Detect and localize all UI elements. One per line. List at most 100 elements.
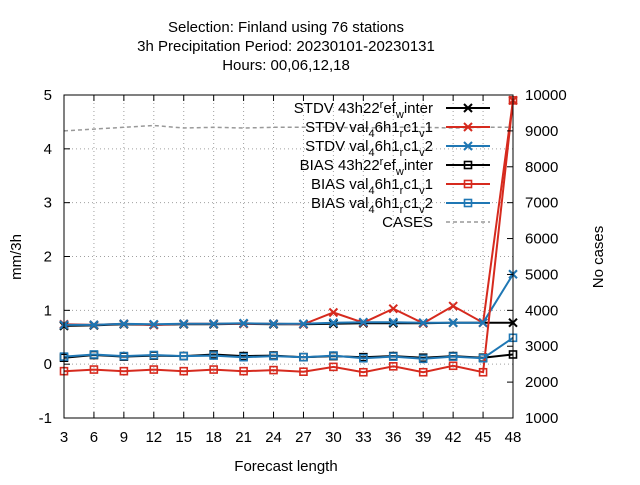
grid bbox=[64, 95, 513, 418]
y-tick-label: 3 bbox=[44, 195, 52, 212]
data-point bbox=[478, 318, 488, 328]
data-point bbox=[269, 351, 278, 361]
data-point bbox=[329, 351, 338, 360]
data-point bbox=[119, 366, 129, 376]
marker-stroke bbox=[463, 122, 473, 132]
data-point bbox=[359, 353, 368, 363]
data-point bbox=[149, 350, 159, 360]
data-point bbox=[329, 362, 338, 372]
data-point bbox=[89, 365, 99, 374]
legend-sample-marker bbox=[463, 179, 473, 189]
y2-tick-label: 7000 bbox=[525, 195, 558, 212]
data-point bbox=[239, 352, 248, 362]
series-line bbox=[64, 273, 514, 326]
data-point bbox=[478, 353, 488, 363]
x-tick-label: 36 bbox=[385, 429, 402, 446]
marker-stroke bbox=[328, 318, 339, 328]
legend-label: BIAS val46h1rc1v1 bbox=[311, 176, 433, 197]
data-point bbox=[209, 351, 218, 360]
legend-label: STDV val46h1rc1v2 bbox=[305, 138, 433, 159]
data-point bbox=[388, 362, 398, 371]
legend-item-4: BIAS 43h22refwinter bbox=[300, 156, 490, 178]
title-line-3: Hours: 00,06,12,18 bbox=[222, 57, 350, 74]
data-point bbox=[418, 354, 428, 364]
data-point bbox=[358, 317, 369, 327]
y2-tick-label: 3000 bbox=[525, 338, 558, 355]
legend-item-5: BIAS val46h1rc1v1 bbox=[311, 176, 490, 197]
series-line bbox=[63, 100, 514, 374]
legend-label: BIAS 43h22refwinter bbox=[300, 156, 433, 178]
data-point bbox=[388, 317, 398, 327]
y-tick-label: -1 bbox=[39, 410, 52, 427]
y-tick-label: 1 bbox=[44, 302, 52, 319]
y2-axis-label: No cases bbox=[590, 226, 607, 289]
series-6 bbox=[59, 333, 518, 364]
data-point bbox=[299, 352, 308, 362]
y2-tick-label: 10000 bbox=[525, 87, 567, 104]
x-axis-label: Forecast length bbox=[234, 458, 337, 475]
data-point bbox=[418, 367, 428, 377]
legend-sample-marker bbox=[463, 103, 473, 113]
x-tick-label: 27 bbox=[295, 429, 312, 446]
y2-tick-label: 9000 bbox=[525, 123, 558, 140]
y-tick-label: 0 bbox=[44, 356, 52, 373]
y2-tick-label: 8000 bbox=[525, 159, 558, 176]
legend-label: BIAS val46h1rc1v2 bbox=[311, 195, 433, 216]
legend-sample-marker bbox=[463, 160, 473, 170]
title-line-2: 3h Precipitation Period: 20230101-202301… bbox=[137, 38, 435, 55]
legend-item-2: STDV val46h1rc1v1 bbox=[305, 119, 490, 140]
data-point bbox=[149, 365, 159, 374]
marker-stroke bbox=[448, 301, 458, 311]
chart-title: Selection: Finland using 76 stations 3h … bbox=[137, 19, 435, 74]
marker-stroke bbox=[179, 319, 189, 329]
legend-item-1: STDV 43h22refwinter bbox=[294, 99, 490, 121]
data-point bbox=[448, 301, 458, 311]
x-tick-label: 33 bbox=[355, 429, 372, 446]
x-tick-label: 39 bbox=[415, 429, 432, 446]
series-7 bbox=[63, 124, 513, 132]
axes: 3 6 9 12 15 18 21 24 27 30 33 36 39 42 45 48-1012345100… bbox=[39, 87, 567, 446]
series-5 bbox=[59, 96, 518, 377]
marker-stroke bbox=[268, 319, 279, 329]
x-tick-label: 42 bbox=[445, 429, 462, 446]
x-tick-label: 24 bbox=[265, 429, 282, 446]
data-point bbox=[328, 318, 339, 328]
data-point bbox=[298, 319, 309, 329]
data-point bbox=[478, 367, 488, 377]
data-point bbox=[388, 304, 398, 314]
y-tick-label: 5 bbox=[44, 87, 52, 104]
marker-stroke bbox=[418, 318, 428, 328]
data-point bbox=[89, 350, 99, 359]
data-point bbox=[209, 365, 218, 374]
data-point bbox=[448, 352, 458, 361]
y-tick-label: 2 bbox=[44, 249, 52, 266]
legend-sample-marker bbox=[463, 122, 473, 132]
series-layer bbox=[59, 95, 518, 377]
legend-item-6: BIAS val46h1rc1v2 bbox=[311, 195, 490, 216]
data-point bbox=[179, 319, 189, 329]
data-point bbox=[448, 361, 458, 371]
marker-stroke bbox=[388, 317, 398, 327]
x-tick-label: 9 bbox=[120, 429, 128, 446]
y2-tick-label: 6000 bbox=[525, 231, 558, 248]
data-point bbox=[239, 366, 248, 376]
marker-stroke bbox=[448, 318, 458, 328]
legend-label: STDV 43h22refwinter bbox=[294, 99, 433, 121]
x-tick-label: 3 bbox=[60, 429, 68, 446]
legend-label: STDV val46h1rc1v1 bbox=[305, 119, 433, 140]
data-point bbox=[208, 319, 219, 329]
legend-sample-marker bbox=[463, 198, 473, 208]
x-tick-label: 15 bbox=[175, 429, 192, 446]
x-tick-label: 18 bbox=[205, 429, 222, 446]
series-line bbox=[63, 336, 514, 360]
legend-item-7: CASES bbox=[382, 214, 490, 231]
data-point bbox=[179, 351, 189, 361]
data-point bbox=[149, 319, 159, 330]
y2-tick-label: 5000 bbox=[525, 266, 558, 283]
marker-stroke bbox=[238, 318, 249, 328]
data-point bbox=[418, 318, 428, 328]
y2-tick-label: 4000 bbox=[525, 302, 558, 319]
x-tick-label: 12 bbox=[145, 429, 162, 446]
